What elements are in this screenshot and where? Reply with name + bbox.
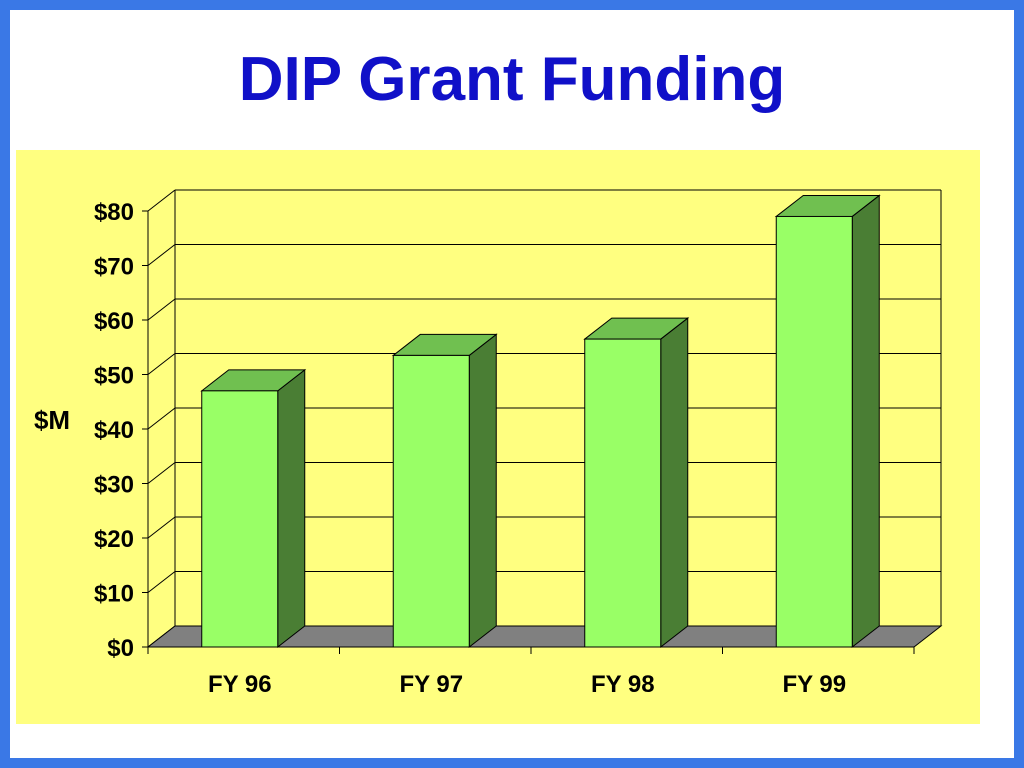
x-tick-label: FY 98 xyxy=(591,671,655,698)
bar-front xyxy=(584,338,662,648)
bar xyxy=(583,317,690,649)
slide-title: DIP Grant Funding xyxy=(238,45,786,114)
gridline-wall xyxy=(147,353,176,375)
y-tick-label: $70 xyxy=(94,254,134,281)
x-tick-label: FY 97 xyxy=(399,671,463,698)
chart-area: $0 $10 $20 $30 $40 $50 $60 $70 $80 FY 96 FY 97 FY … xyxy=(16,150,980,724)
x-tick-label: FY 99 xyxy=(782,671,846,698)
bar-front xyxy=(201,390,279,648)
gridline-wall xyxy=(147,189,176,212)
funding-bar-chart: $0$10$20$30$40$50$60$70$80 FY 96 FY 97 FY … xyxy=(16,150,980,724)
bar-side xyxy=(660,317,689,649)
y-tick-label: $80 xyxy=(94,199,134,226)
y-tick-label: $10 xyxy=(94,581,134,608)
x-tick-labels: FY 96 FY 97 FY 98 FY 99 xyxy=(208,671,846,698)
gridline-wall xyxy=(147,244,176,266)
bar-front xyxy=(392,354,470,648)
bar xyxy=(391,333,498,649)
bars xyxy=(200,194,881,649)
bar xyxy=(774,194,881,649)
y-tick-label: $60 xyxy=(94,308,134,335)
gridline-wall xyxy=(147,571,176,593)
bar-side xyxy=(851,194,880,649)
gridline-wall xyxy=(147,298,176,321)
y-tick-label: $40 xyxy=(94,417,134,444)
gridline-wall xyxy=(147,516,176,539)
gridline-wall xyxy=(147,462,176,484)
y-tick-label: $20 xyxy=(94,526,134,553)
y-axis-label: $M xyxy=(34,405,70,435)
bar-side xyxy=(277,368,306,649)
y-tick-label: $30 xyxy=(94,472,134,499)
gridline-wall xyxy=(147,407,176,430)
y-tick-labels: $0 $10 $20 $30 $40 $50 $60 $70 $80 xyxy=(94,199,134,662)
bar-front xyxy=(775,215,853,648)
y-tick-label: $0 xyxy=(107,635,134,662)
x-tick-label: FY 96 xyxy=(208,671,272,698)
bar-side xyxy=(468,333,497,649)
bar xyxy=(200,368,307,649)
y-tick-label: $50 xyxy=(94,363,134,390)
axes xyxy=(142,190,942,654)
